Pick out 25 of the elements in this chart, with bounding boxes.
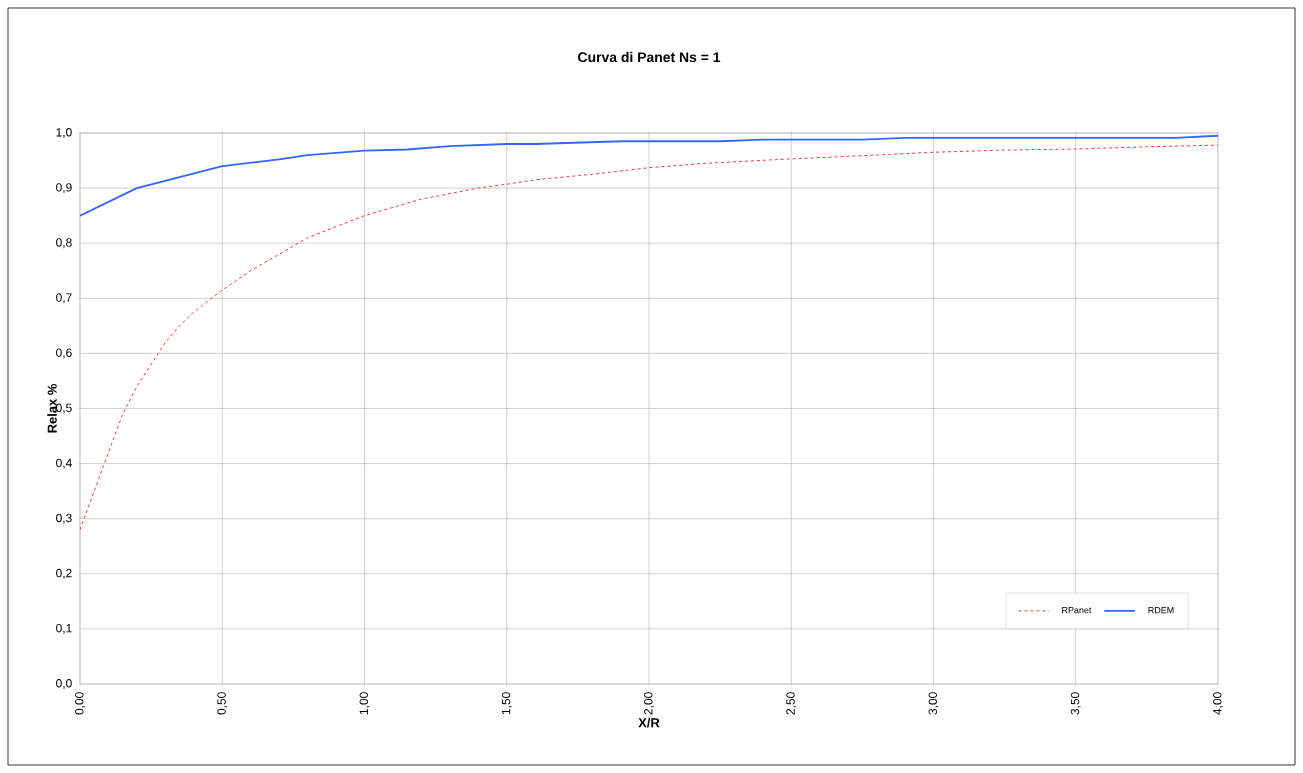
x-tick-label: 1,50 xyxy=(501,692,512,715)
x-tick-label: 1,00 xyxy=(359,692,370,715)
y-tick-label: 0,8 xyxy=(56,238,72,249)
y-axis-title: Relax % xyxy=(47,384,57,433)
y-tick-label: 0,0 xyxy=(56,679,72,689)
y-tick-label: 0,4 xyxy=(56,458,72,469)
y-tick-label: 0,9 xyxy=(56,183,72,194)
x-tick-label: 2,50 xyxy=(786,692,797,715)
y-tick-label: 1,0 xyxy=(56,128,72,138)
y-tick-label: 0,7 xyxy=(56,293,72,304)
y-tick-label: 0,6 xyxy=(56,348,72,359)
x-tick-label: 3,50 xyxy=(1070,692,1081,715)
y-tick-label: 0,2 xyxy=(56,568,72,579)
legend-label: RDEM xyxy=(1148,607,1174,614)
x-tick-label: 0,00 xyxy=(75,692,85,715)
x-tick-label: 2,00 xyxy=(644,692,654,715)
y-tick-label: 0,1 xyxy=(56,623,72,634)
y-tick-label: 0,3 xyxy=(56,513,72,524)
y-tick-label: 0,5 xyxy=(56,403,72,414)
x-tick-label: 3,00 xyxy=(928,692,939,715)
x-tick-label: 0,50 xyxy=(217,692,228,715)
x-axis-title: X/R xyxy=(638,717,660,728)
legend-label: RPanet xyxy=(1062,607,1092,614)
chart-title: Curva di Panet Ns = 1 xyxy=(578,51,721,63)
x-tick-label: 4,00 xyxy=(1213,692,1223,715)
